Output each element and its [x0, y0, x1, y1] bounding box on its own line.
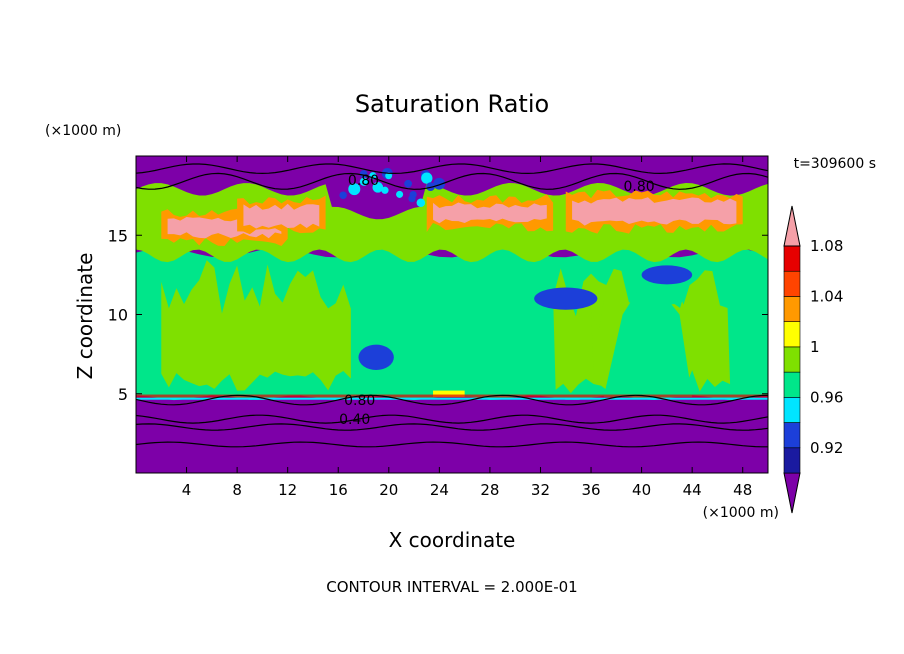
y-axis: 5 10 15 [108, 226, 768, 404]
supersaturated-patch [243, 203, 320, 229]
x-tick-label: 16 [329, 481, 348, 499]
colorbar-label: 1.08 [810, 237, 843, 255]
x-tick-label: 20 [379, 481, 398, 499]
supersaturated-patch [433, 202, 547, 224]
plot-area [135, 155, 769, 474]
contour-labels: 0.80 0.80 0.80 0.40 [339, 173, 655, 428]
x-tick-label: 24 [430, 481, 449, 499]
colorbar-segment [783, 447, 801, 474]
colorbar-segment [783, 397, 801, 423]
time-label: t=309600 s [794, 156, 876, 172]
base-line-red [136, 394, 768, 398]
y-tick-label: 5 [118, 385, 128, 404]
y-tick-label: 15 [108, 226, 128, 245]
contour-line [136, 414, 768, 424]
x-tick-label: 8 [232, 481, 242, 499]
speckle [339, 191, 347, 199]
contour-label-3: 0.40 [339, 412, 370, 428]
contour-line [136, 441, 768, 448]
speckle [372, 182, 384, 193]
colorbar-label: 0.96 [810, 388, 843, 406]
x-tick-label: 48 [733, 481, 752, 499]
speckle [348, 183, 361, 196]
y-unit-label: (×1000 m) [45, 123, 121, 139]
speckle [396, 190, 404, 198]
base-blip [433, 390, 465, 397]
speckle [381, 186, 389, 194]
y-axis-label: Z coordinate [73, 253, 97, 380]
colorbar-label: 0.92 [810, 439, 843, 457]
colorbar-segment [783, 371, 801, 398]
speckle [421, 172, 433, 184]
colorbar: 1.08 1.04 1 0.96 0.92 [783, 205, 843, 514]
speckle [385, 172, 393, 180]
colorbar-max-triangle [783, 205, 801, 247]
colorbar-segment [783, 245, 801, 272]
lime-plume [161, 260, 351, 391]
contour-interval-footer: CONTOUR INTERVAL = 2.000E-01 [326, 578, 577, 596]
colorbar-segment [783, 346, 801, 373]
supersaturated-patch [572, 197, 737, 226]
x-tick-label: 40 [632, 481, 651, 499]
clear-column [388, 274, 484, 397]
colorbar-label: 1 [810, 338, 820, 356]
contour-label-2: 0.80 [344, 393, 375, 409]
base-line-cyan [136, 397, 768, 400]
x-axis: 4 8 12 16 20 24 28 32 36 40 44 48 [182, 156, 752, 499]
speckle [426, 182, 435, 192]
x-tick-label: 12 [278, 481, 297, 499]
contour-line [136, 172, 768, 190]
x-tick-label: 4 [182, 481, 192, 499]
colorbar-segment [783, 422, 801, 449]
contour-label-1: 0.80 [623, 179, 654, 195]
contour-line [136, 423, 768, 431]
speckle [433, 177, 446, 190]
subsaturated-patch [641, 265, 693, 285]
x-tick-label: 32 [531, 481, 550, 499]
contour-line [136, 163, 768, 175]
x-axis-label: X coordinate [389, 528, 516, 552]
x-tick-label: 36 [581, 481, 600, 499]
colorbar-min-triangle [783, 472, 801, 514]
clear-column [603, 274, 693, 397]
colorbar-segment [783, 270, 801, 297]
speckle [404, 179, 412, 188]
colorbar-segment [783, 321, 801, 348]
contour-line [136, 394, 768, 406]
speckle [408, 195, 416, 203]
contour-label-0: 0.80 [348, 173, 379, 189]
x-tick-label: 44 [683, 481, 702, 499]
colorbar-label: 1.04 [810, 287, 843, 305]
y-tick-label: 10 [108, 306, 128, 325]
speckle [416, 198, 426, 208]
subsaturated-patch [534, 287, 598, 310]
colorbar-segment [783, 296, 801, 322]
x-tick-label: 28 [480, 481, 499, 499]
x-unit-label: (×1000 m) [703, 505, 779, 521]
chart-title: Saturation Ratio [355, 90, 549, 118]
speckle [359, 177, 369, 186]
subsaturated-patch [358, 344, 394, 370]
